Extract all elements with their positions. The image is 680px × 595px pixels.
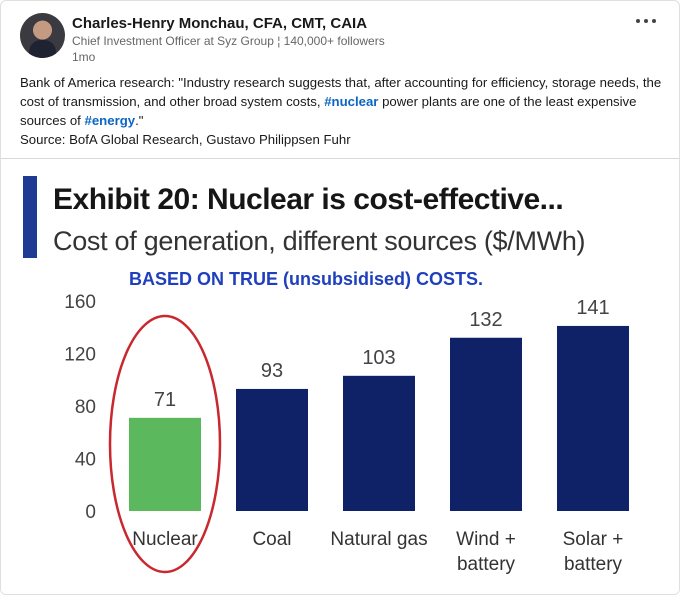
- divider: [1, 158, 679, 159]
- hashtag-link-energy[interactable]: #energy: [84, 113, 136, 128]
- post-text-part: Bank of America research: "Industry rese…: [20, 75, 662, 109]
- x-tick-label: battery: [564, 554, 623, 575]
- post-source: Source: BofA Global Research, Gustavo Ph…: [20, 132, 351, 147]
- x-tick-label: battery: [457, 554, 516, 575]
- value-label: 93: [261, 360, 283, 382]
- bar-0: [129, 417, 201, 511]
- x-tick-label: Coal: [252, 529, 291, 550]
- highlight-circle: [108, 314, 222, 574]
- title-accent-bar: [23, 176, 37, 258]
- author-avatar[interactable]: [20, 13, 65, 58]
- value-label: 103: [362, 347, 395, 369]
- y-tick-label: 160: [64, 292, 96, 313]
- bar-2: [343, 375, 415, 511]
- post-text-part: power plants are one of the least expens…: [20, 94, 637, 128]
- value-label: 141: [576, 297, 609, 319]
- value-label: 132: [469, 309, 502, 331]
- more-dots-icon: [636, 19, 640, 23]
- hashtag-link-nuclear[interactable]: #nuclear: [324, 94, 379, 109]
- more-dots-icon: [652, 19, 656, 23]
- chart-annotation: BASED ON TRUE (unsubsidised) COSTS.: [129, 269, 484, 289]
- more-dots-icon: [644, 19, 648, 23]
- post-header: Charles-Henry Monchau, CFA, CMT, CAIA Ch…: [20, 12, 659, 64]
- post-time: 1mo: [72, 50, 96, 64]
- author-headline: Chief Investment Officer at Syz Group ¦ …: [72, 34, 385, 48]
- x-tick-label: Natural gas: [330, 529, 427, 550]
- y-tick-label: 120: [64, 345, 96, 366]
- x-tick-label: Solar +: [563, 529, 624, 550]
- more-options-button[interactable]: [633, 12, 659, 30]
- chart-title: Exhibit 20: Nuclear is cost-effective...: [53, 183, 564, 216]
- y-tick-label: 0: [85, 502, 96, 523]
- value-label: 71: [154, 389, 176, 411]
- x-tick-label: Nuclear: [132, 529, 198, 550]
- bar-1: [236, 388, 308, 511]
- post-text-part: .": [135, 113, 144, 128]
- x-tick-label: Wind +: [456, 529, 516, 550]
- bar-3: [450, 337, 522, 511]
- author-name[interactable]: Charles-Henry Monchau, CFA, CMT, CAIA: [72, 15, 368, 32]
- y-tick-label: 40: [75, 450, 96, 471]
- post-text: Bank of America research: "Industry rese…: [20, 73, 665, 149]
- chart-subtitle: Cost of generation, different sources ($…: [53, 226, 586, 256]
- y-tick-label: 80: [75, 397, 96, 418]
- bar-4: [557, 325, 629, 511]
- bar-chart: 0 40 80 120 160 71 Nuclear 93 Coal 103 Natural gas…: [64, 292, 629, 575]
- chart-image[interactable]: Exhibit 20: Nuclear is cost-effective...…: [1, 159, 679, 594]
